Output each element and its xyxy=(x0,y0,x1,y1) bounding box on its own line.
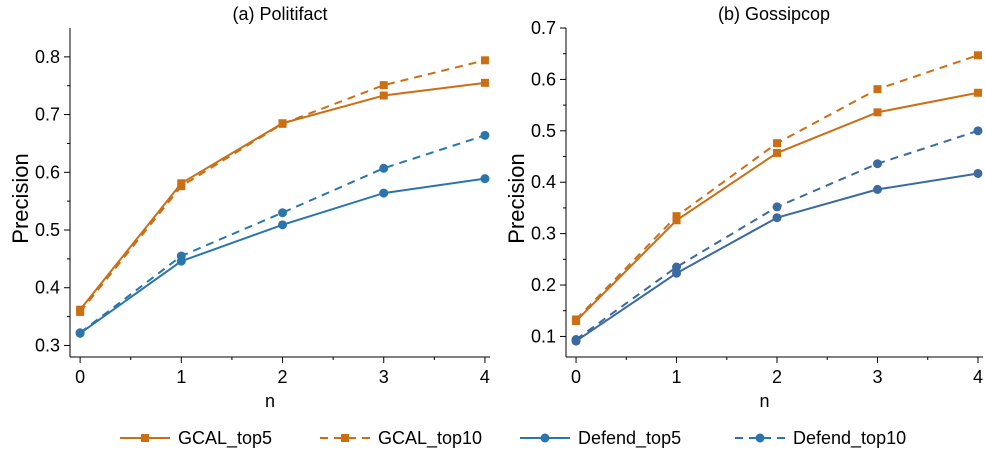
data-point-gcal-top10 xyxy=(973,51,982,60)
y-tick-label: 0.4 xyxy=(35,278,60,298)
data-point-gcal-top5 xyxy=(379,91,388,100)
legend-label: Defend_top10 xyxy=(793,428,906,449)
x-tick-label: 0 xyxy=(571,367,581,387)
series-line-defend-top10 xyxy=(79,134,486,334)
data-point-gcal-top10 xyxy=(672,212,681,221)
series-defend-top10 xyxy=(571,126,983,345)
data-point-gcal-top5 xyxy=(773,148,782,157)
data-point-defend-top5 xyxy=(772,213,782,223)
data-point-defend-top5 xyxy=(480,174,490,184)
legend-label: GCAL_top5 xyxy=(178,428,272,449)
data-point-gcal-top10 xyxy=(480,56,489,65)
series-line-gcal-top5 xyxy=(79,81,486,311)
data-point-gcal-top10 xyxy=(76,307,85,316)
data-point-defend-top5 xyxy=(973,168,983,178)
data-point-gcal-top10 xyxy=(278,119,287,128)
y-axis-title: Precision xyxy=(504,153,529,243)
panel-gossipcop: (b) Gossipcop 0.1 0.2 0.3 0.4 0.5 0.6 0.7 0 1 2 3 4 n… xyxy=(504,4,983,411)
data-point-gcal-top5 xyxy=(973,88,982,97)
y-tick-label: 0.6 xyxy=(35,162,60,182)
series-line-defend-top10 xyxy=(575,129,979,341)
data-point-defend-top10 xyxy=(278,208,288,218)
series-defend-top5 xyxy=(75,174,490,338)
y-tick-label: 0.1 xyxy=(531,326,556,346)
data-point-defend-top5 xyxy=(672,268,682,278)
y-tick-label: 0.5 xyxy=(531,121,556,141)
y-tick-label: 0.5 xyxy=(35,220,60,240)
legend-item-gcal-top10: GCAL_top10 xyxy=(320,428,482,449)
x-tick-label: 4 xyxy=(973,367,983,387)
series-line-gcal-top10 xyxy=(575,54,979,321)
data-point-gcal-top5 xyxy=(672,216,681,225)
x-tick-label: 0 xyxy=(75,367,85,387)
series-line-defend-top5 xyxy=(79,177,486,335)
data-point-gcal-top5 xyxy=(480,78,489,87)
series-defend-top5 xyxy=(571,168,983,346)
legend-label: Defend_top5 xyxy=(578,428,681,449)
panel-title: (b) Gossipcop xyxy=(718,4,830,24)
data-point-gcal-top5 xyxy=(873,108,882,117)
data-point-defend-top10 xyxy=(872,159,882,169)
y-tick-label: 0.4 xyxy=(531,172,556,192)
y-axis-title: Precision xyxy=(8,153,33,243)
data-point-defend-top5 xyxy=(379,188,389,198)
series-gcal-top5 xyxy=(76,78,489,314)
legend-item-defend-top10: Defend_top10 xyxy=(735,428,906,449)
x-axis-title: n xyxy=(265,391,275,411)
data-point-defend-top10 xyxy=(480,130,490,140)
x-tick-label: 2 xyxy=(772,367,782,387)
series-defend-top10 xyxy=(75,130,490,338)
data-point-gcal-top10 xyxy=(379,81,388,90)
x-tick-label: 1 xyxy=(672,367,682,387)
panel-politifact: (a) Politifact 0.3 0.4 0.5 0.6 0.7 0.8 0 1 2 3 4 n Pr… xyxy=(8,4,490,411)
data-point-defend-top5 xyxy=(872,184,882,194)
data-point-gcal-top10 xyxy=(177,182,186,191)
legend-marker xyxy=(540,433,550,443)
y-tick-label: 0.7 xyxy=(35,105,60,125)
y-tick-label: 0.2 xyxy=(531,275,556,295)
legend: GCAL_top5 GCAL_top10 Defend_top5 Defend_top… xyxy=(120,428,906,449)
data-point-gcal-top10 xyxy=(873,85,882,94)
data-point-defend-top10 xyxy=(379,163,389,173)
data-point-defend-top5 xyxy=(278,220,288,230)
data-point-defend-top10 xyxy=(672,262,682,272)
legend-marker xyxy=(755,433,765,443)
y-tick-label: 0.6 xyxy=(531,69,556,89)
legend-marker xyxy=(341,434,349,442)
panel-title: (a) Politifact xyxy=(232,4,327,24)
data-point-gcal-top10 xyxy=(572,315,581,324)
data-point-defend-top10 xyxy=(571,335,581,345)
x-axis-title: n xyxy=(759,391,769,411)
series-gcal-top10 xyxy=(572,51,982,324)
data-point-defend-top10 xyxy=(75,328,85,338)
x-tick-label: 3 xyxy=(379,367,389,387)
y-tick-label: 0.8 xyxy=(35,47,60,67)
data-point-defend-top10 xyxy=(973,126,983,136)
x-tick-label: 3 xyxy=(872,367,882,387)
y-tick-label: 0.3 xyxy=(35,335,60,355)
data-point-defend-top10 xyxy=(176,251,186,261)
x-tick-label: 4 xyxy=(480,367,490,387)
legend-item-gcal-top5: GCAL_top5 xyxy=(120,428,272,449)
legend-item-defend-top5: Defend_top5 xyxy=(520,428,681,449)
legend-label: GCAL_top10 xyxy=(378,428,482,449)
y-tick-label: 0.7 xyxy=(531,18,556,38)
series-gcal-top10 xyxy=(76,56,489,316)
y-tick-label: 0.3 xyxy=(531,224,556,244)
series-line-gcal-top10 xyxy=(79,59,486,313)
legend-marker xyxy=(141,434,149,442)
x-tick-label: 1 xyxy=(176,367,186,387)
data-point-defend-top10 xyxy=(772,202,782,212)
x-tick-label: 2 xyxy=(278,367,288,387)
data-point-gcal-top10 xyxy=(773,139,782,148)
